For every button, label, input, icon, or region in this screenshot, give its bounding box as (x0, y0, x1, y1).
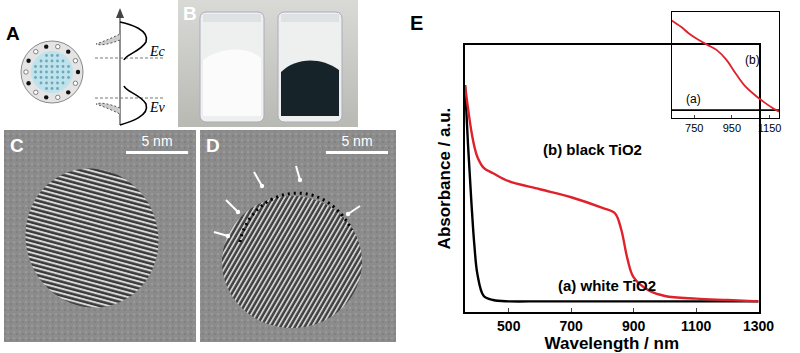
svg-text:5 nm: 5 nm (341, 133, 372, 149)
svg-text:5 nm: 5 nm (141, 133, 172, 149)
svg-text:1300: 1300 (743, 318, 774, 334)
svg-text:1150: 1150 (758, 122, 782, 134)
svg-text:1100: 1100 (681, 318, 712, 334)
svg-text:950: 950 (723, 122, 741, 134)
svg-text:A: A (6, 23, 20, 44)
svg-text:500: 500 (497, 318, 521, 334)
svg-text:(a): (a) (686, 92, 701, 106)
svg-text:(b): (b) (745, 53, 760, 67)
svg-text:(b) black TiO2: (b) black TiO2 (543, 141, 642, 158)
svg-text:Ev: Ev (149, 100, 166, 115)
svg-text:900: 900 (622, 318, 646, 334)
svg-text:D: D (206, 135, 220, 156)
svg-text:(a) white TiO2: (a) white TiO2 (558, 277, 656, 294)
svg-text:Ec: Ec (149, 44, 166, 59)
svg-text:700: 700 (560, 318, 584, 334)
svg-text:B: B (183, 3, 197, 24)
svg-text:E: E (410, 12, 423, 34)
svg-text:Wavelength / nm: Wavelength / nm (545, 334, 679, 353)
svg-text:750: 750 (685, 122, 703, 134)
svg-text:Absorbance / a.u.: Absorbance / a.u. (435, 108, 454, 250)
svg-text:C: C (10, 135, 24, 156)
